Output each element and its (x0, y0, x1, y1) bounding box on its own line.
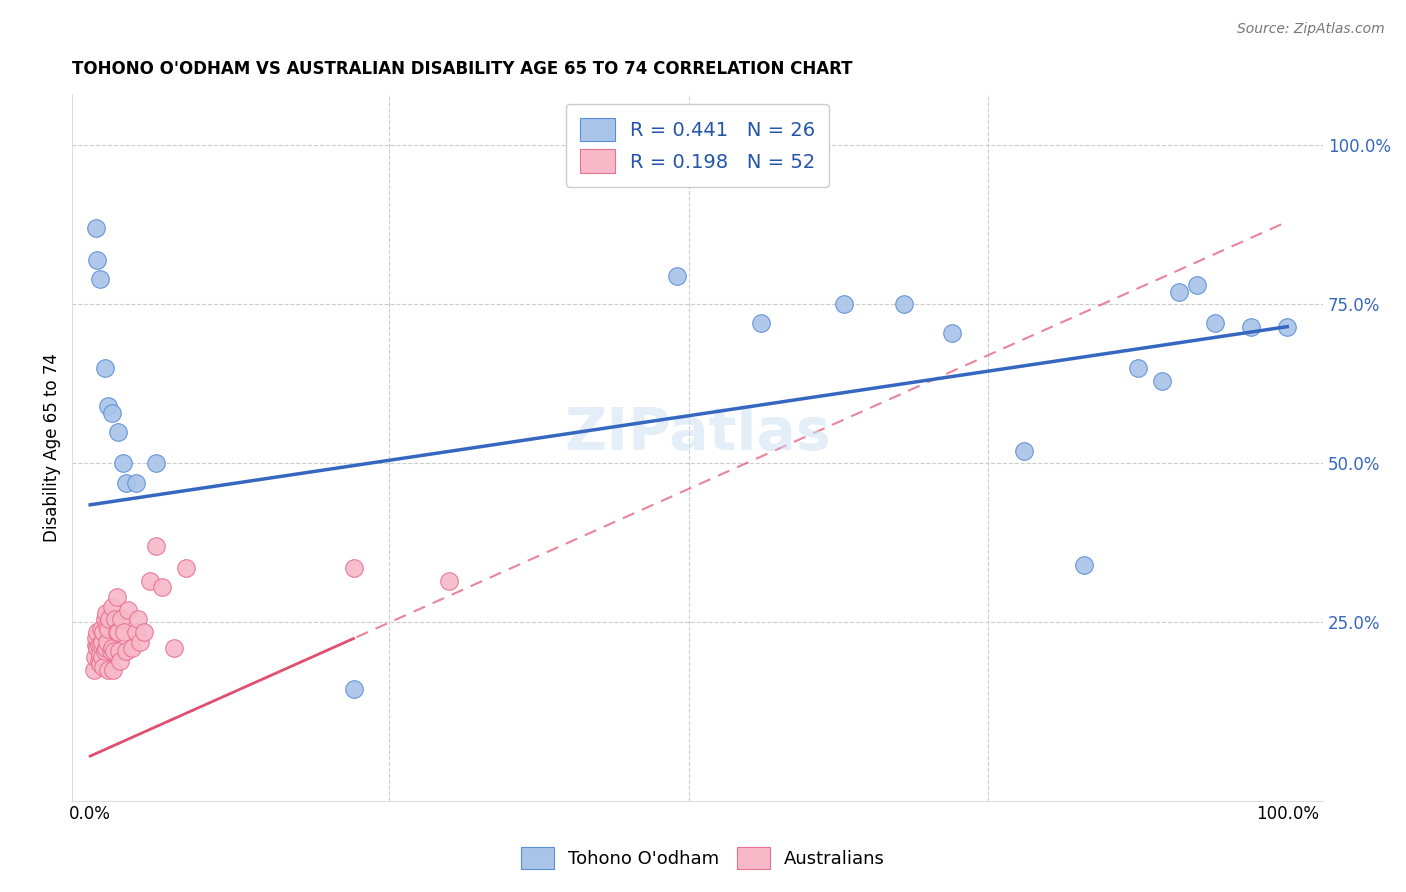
Point (84, 221, 107, 235)
Point (115, 644, 138, 658)
Text: TOHONO O'ODHAM VS AUSTRALIAN DISABILITY AGE 65 TO 74 CORRELATION CHART: TOHONO O'ODHAM VS AUSTRALIAN DISABILITY … (72, 60, 852, 78)
Point (97, 399, 120, 413)
Point (124, 475, 146, 490)
Point (96, 634, 118, 648)
Point (87, 638, 110, 652)
Point (1204, 317, 1226, 331)
Point (129, 634, 152, 648)
Point (105, 590, 128, 604)
Point (100, 644, 122, 658)
Point (94, 606, 117, 620)
Point (86, 625, 108, 640)
Point (93, 625, 115, 640)
Point (1073, 558, 1095, 573)
Point (89, 657, 111, 671)
Point (89, 272, 111, 286)
Legend: R = 0.441   N = 26, R = 0.198   N = 52: R = 0.441 N = 26, R = 0.198 N = 52 (567, 104, 830, 186)
Point (139, 574, 162, 588)
Point (132, 625, 155, 640)
Point (96, 618, 118, 632)
Point (342, 561, 364, 575)
Point (893, 297, 915, 311)
Point (1012, 443, 1035, 458)
Point (89, 648, 111, 662)
Point (124, 625, 146, 640)
Point (941, 326, 963, 340)
Point (90, 622, 112, 636)
Point (107, 625, 129, 640)
Point (83, 663, 105, 677)
Point (90, 638, 112, 652)
Point (100, 405, 122, 419)
Point (93, 361, 115, 376)
Point (439, 574, 461, 588)
Point (110, 612, 132, 626)
Point (749, 317, 772, 331)
Point (150, 581, 173, 595)
Point (86, 640, 108, 655)
Point (108, 644, 131, 658)
Point (117, 603, 139, 617)
Point (91, 634, 114, 648)
Point (93, 612, 115, 626)
Point (87, 654, 110, 668)
Legend: Tohono O'odham, Australians: Tohono O'odham, Australians (512, 838, 894, 879)
Point (84, 632, 107, 646)
Point (1277, 319, 1299, 334)
Point (98, 612, 121, 626)
Point (111, 457, 134, 471)
Point (1240, 319, 1263, 334)
Y-axis label: Disability Age 65 to 74: Disability Age 65 to 74 (44, 353, 60, 542)
Point (1187, 278, 1209, 293)
Point (101, 663, 124, 677)
Point (93, 644, 115, 658)
Point (84, 638, 107, 652)
Point (105, 625, 128, 640)
Point (115, 475, 138, 490)
Point (342, 682, 364, 697)
Point (108, 654, 131, 668)
Point (91, 650, 114, 665)
Point (100, 640, 122, 655)
Point (1168, 285, 1191, 299)
Text: ZIPatlas: ZIPatlas (564, 405, 831, 462)
Point (121, 640, 143, 655)
Point (84, 650, 107, 665)
Point (1150, 374, 1173, 388)
Point (94, 640, 117, 655)
Point (127, 612, 149, 626)
Point (1126, 361, 1149, 376)
Point (100, 599, 122, 614)
Text: Source: ZipAtlas.com: Source: ZipAtlas.com (1237, 22, 1385, 37)
Point (86, 252, 108, 267)
Point (163, 640, 186, 655)
Point (174, 561, 197, 575)
Point (93, 660, 115, 674)
Point (665, 268, 688, 283)
Point (145, 539, 167, 553)
Point (107, 425, 129, 439)
Point (145, 457, 167, 471)
Point (97, 663, 120, 677)
Point (97, 622, 120, 636)
Point (834, 297, 856, 311)
Point (103, 644, 125, 658)
Point (112, 625, 135, 640)
Point (104, 612, 127, 626)
